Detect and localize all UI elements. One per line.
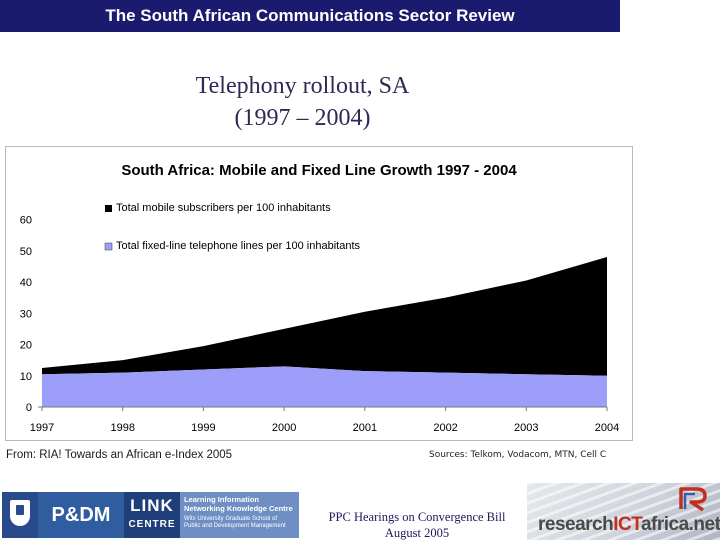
ria-mark-icon bbox=[679, 487, 707, 511]
ria-logo-ict: ICT bbox=[613, 514, 641, 535]
data-sources: Sources: Telkom, Vodacom, MTN, Cell C bbox=[429, 450, 607, 460]
university-crest-logo bbox=[2, 492, 38, 538]
x-tick-label: 2003 bbox=[514, 422, 538, 434]
footer-line1: PPC Hearings on Convergence Bill bbox=[328, 510, 506, 524]
area-chart: South Africa: Mobile and Fixed Line Grow… bbox=[20, 162, 619, 434]
link-logo-word: LINK bbox=[130, 496, 174, 515]
y-tick-label: 50 bbox=[20, 246, 32, 258]
legend-swatch-mobile bbox=[105, 205, 112, 212]
legend-label-mobile: Total mobile subscribers per 100 inhabit… bbox=[116, 202, 331, 214]
slide-title-line1: Telephony rollout, SA bbox=[195, 73, 410, 99]
x-tick-label: 2002 bbox=[433, 422, 457, 434]
link-centre-logo: LINK CENTRE bbox=[124, 492, 180, 538]
source-citation: From: RIA! Towards an African e-Index 20… bbox=[6, 449, 233, 461]
x-tick-label: 2004 bbox=[595, 422, 619, 434]
centre-logo-word: CENTRE bbox=[128, 519, 176, 530]
y-tick-label: 20 bbox=[20, 340, 32, 352]
crest-shield-icon bbox=[10, 500, 30, 526]
slide-title-line2: (1997 – 2004) bbox=[234, 105, 371, 131]
series-area-fixed bbox=[42, 366, 607, 407]
logo-background-stripes bbox=[527, 483, 720, 540]
slide-title: Telephony rollout, SA (1997 – 2004) bbox=[150, 70, 455, 134]
research-ict-africa-logo: researchICTafrica.net bbox=[527, 483, 720, 540]
ria-logo-text: researchICTafrica.net bbox=[538, 514, 720, 536]
chart-title: South Africa: Mobile and Fixed Line Grow… bbox=[121, 162, 517, 179]
footer-line2: August 2005 bbox=[384, 526, 450, 540]
partner-logos: P&DM LINK CENTRE Learning Information Ne… bbox=[2, 492, 299, 538]
y-tick-label: 10 bbox=[20, 371, 32, 383]
y-tick-label: 40 bbox=[20, 277, 32, 289]
footer-text: PPC Hearings on Convergence Bill August … bbox=[314, 509, 520, 541]
y-tick-label: 30 bbox=[20, 308, 32, 320]
legend-label-fixed: Total fixed-line telephone lines per 100… bbox=[116, 240, 360, 252]
link-centre-description: Learning Information Networking Knowledg… bbox=[180, 492, 299, 538]
x-tick-label: 2000 bbox=[272, 422, 296, 434]
link-desc-title: Learning Information Networking Knowledg… bbox=[184, 495, 293, 513]
chart-frame: South Africa: Mobile and Fixed Line Grow… bbox=[5, 146, 633, 441]
ria-logo-research: research bbox=[538, 514, 614, 535]
link-desc-subtitle: Wits University Graduate School of Publi… bbox=[184, 516, 286, 529]
x-tick-label: 1997 bbox=[30, 422, 54, 434]
legend-swatch-fixed bbox=[104, 242, 113, 251]
pdm-logo: P&DM bbox=[38, 492, 124, 538]
x-tick-label: 1998 bbox=[110, 422, 134, 434]
y-tick-label: 0 bbox=[26, 402, 32, 414]
x-tick-label: 1999 bbox=[191, 422, 215, 434]
series-area-mobile bbox=[42, 257, 607, 376]
x-tick-label: 2001 bbox=[353, 422, 377, 434]
ria-logo-africa: africa.net bbox=[640, 514, 720, 535]
y-tick-label: 60 bbox=[20, 215, 32, 227]
header-banner: The South African Communications Sector … bbox=[0, 0, 620, 32]
